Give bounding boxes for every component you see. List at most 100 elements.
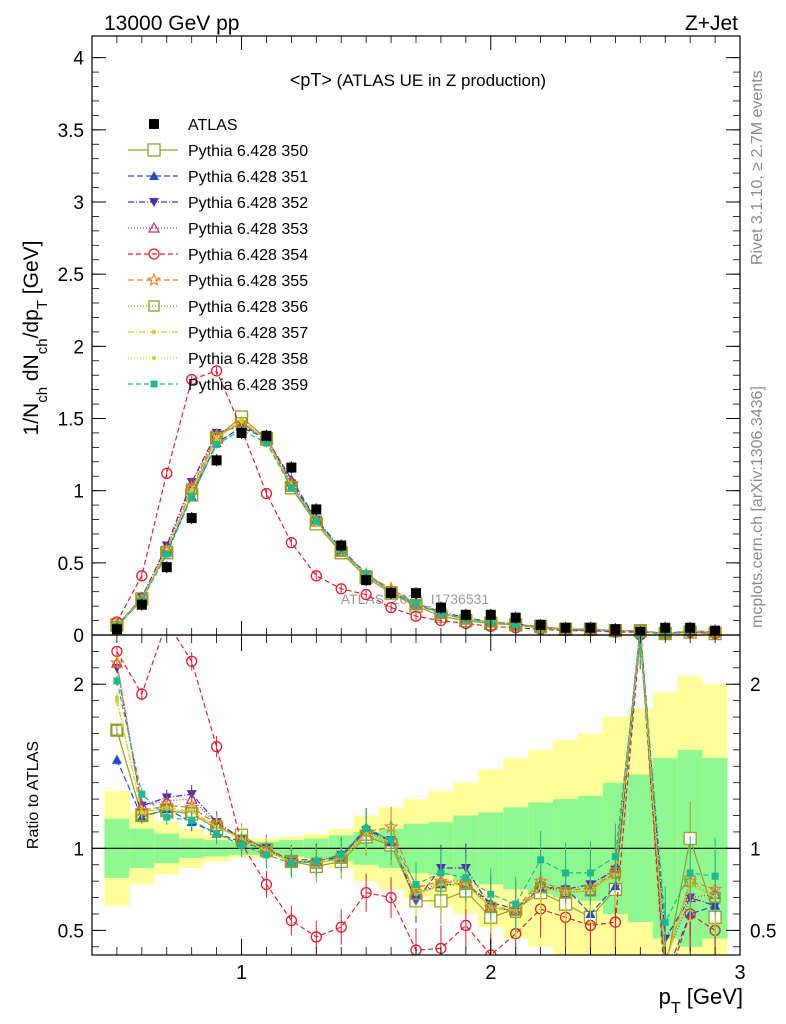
legend-label: Pythia 6.428 350 bbox=[188, 143, 308, 160]
ratio-point bbox=[262, 851, 270, 859]
y-tick-label: 0.5 bbox=[58, 921, 84, 942]
ratio-point bbox=[659, 965, 671, 977]
data-point bbox=[535, 619, 546, 630]
ratio-point bbox=[163, 813, 171, 821]
ratio-panel: 0.5 0.5 1 1 2 2 1 2 3 Ratio to ATLAS pT [GeV] bbox=[25, 617, 776, 1017]
data-point bbox=[312, 517, 320, 525]
legend: ATLAS Pythia 6.428 350 Pythia 6.428 351 Pyt… bbox=[128, 117, 308, 394]
ratio-point bbox=[661, 918, 669, 926]
legend-label: Pythia 6.428 352 bbox=[188, 195, 308, 212]
uncertainty-bands bbox=[92, 676, 740, 955]
ratio-point bbox=[437, 869, 445, 877]
data-point bbox=[210, 365, 223, 377]
y-tick-label: 2.5 bbox=[58, 265, 84, 286]
x-axis-label: pT [GeV] bbox=[659, 984, 743, 1017]
data-point bbox=[412, 599, 420, 607]
side-text-top: Rivet 3.1.10, ≥ 2.7M events bbox=[749, 70, 766, 265]
ratio-point bbox=[162, 617, 172, 627]
legend-marker bbox=[149, 198, 159, 207]
ratio-point bbox=[537, 856, 545, 864]
data-point bbox=[186, 373, 198, 386]
legend-label: Pythia 6.428 354 bbox=[188, 247, 308, 264]
ratio-point bbox=[213, 830, 221, 838]
data-point bbox=[285, 536, 298, 549]
data-point bbox=[262, 439, 270, 447]
legend-label: Pythia 6.428 351 bbox=[188, 169, 308, 186]
ratio-series-pythia-6-428-359 bbox=[113, 635, 719, 955]
data-point bbox=[585, 622, 596, 633]
legend-item: Pythia 6.428 358 bbox=[128, 351, 308, 368]
data-point bbox=[411, 588, 421, 599]
data-point bbox=[510, 612, 521, 623]
legend-marker bbox=[149, 171, 159, 180]
ratio-point bbox=[111, 724, 123, 736]
legend-marker bbox=[147, 221, 161, 233]
data-point bbox=[435, 602, 446, 613]
ratio-point bbox=[663, 961, 667, 965]
ratio-point bbox=[114, 695, 119, 700]
data-point bbox=[310, 515, 322, 527]
data-point bbox=[410, 610, 422, 622]
ratio-point bbox=[410, 944, 422, 955]
data-point bbox=[189, 488, 194, 493]
ratio-point bbox=[136, 688, 148, 700]
legend-marker bbox=[150, 380, 158, 388]
legend-item: Pythia 6.428 351 bbox=[128, 169, 308, 186]
data-point bbox=[136, 570, 148, 582]
ratio-point bbox=[385, 891, 397, 904]
ratio-point bbox=[287, 859, 295, 867]
data-point bbox=[287, 484, 295, 492]
ratio-y-axis-label: Ratio to ATLAS bbox=[25, 741, 42, 849]
data-point bbox=[660, 622, 671, 633]
y-tick-label-right: 1 bbox=[750, 839, 761, 860]
ratio-point bbox=[238, 841, 246, 849]
legend-item: ATLAS bbox=[149, 117, 238, 134]
data-point bbox=[460, 609, 471, 620]
legend-label: Pythia 6.428 353 bbox=[188, 221, 308, 238]
ratio-point bbox=[387, 836, 395, 844]
data-point bbox=[236, 427, 247, 438]
data-point bbox=[685, 622, 696, 633]
ratio-point bbox=[412, 880, 420, 888]
y-tick-label: 1.5 bbox=[58, 409, 84, 430]
ratio-point bbox=[660, 971, 670, 980]
y-tick-label: 3 bbox=[73, 193, 84, 214]
ratio-point bbox=[663, 961, 667, 965]
legend-label: Pythia 6.428 356 bbox=[188, 299, 308, 316]
x-tick-label: 3 bbox=[734, 962, 745, 984]
legend-item: Pythia 6.428 350 bbox=[128, 143, 308, 160]
ratio-point bbox=[109, 655, 125, 670]
header-right-label: Z+Jet bbox=[685, 12, 738, 35]
ratio-point bbox=[260, 878, 273, 891]
ratio-point bbox=[512, 900, 520, 908]
main-title: <pT> (ATLAS UE in Z production) bbox=[290, 70, 546, 90]
ratio-point bbox=[285, 914, 298, 927]
data-point bbox=[311, 504, 322, 515]
data-point bbox=[161, 562, 172, 573]
data-point bbox=[213, 440, 221, 448]
legend-item: Pythia 6.428 355 bbox=[128, 272, 308, 290]
legend-item: Pythia 6.428 359 bbox=[128, 377, 308, 394]
data-point bbox=[335, 583, 347, 595]
data-point bbox=[186, 513, 197, 524]
legend-label: Pythia 6.428 359 bbox=[188, 377, 308, 394]
data-point bbox=[385, 601, 397, 614]
legend-item: Pythia 6.428 354 bbox=[128, 247, 308, 264]
legend-label: Pythia 6.428 357 bbox=[188, 325, 308, 342]
y-tick-label-right: 0.5 bbox=[750, 921, 776, 942]
header-left-label: 13000 GeV pp bbox=[104, 12, 239, 35]
x-tick-label: 2 bbox=[485, 962, 496, 984]
ratio-point bbox=[337, 851, 345, 859]
y-tick-label: 1 bbox=[73, 839, 84, 860]
data-point bbox=[360, 588, 372, 601]
y-tick-label: 2 bbox=[73, 337, 84, 358]
ratio-point bbox=[138, 790, 146, 798]
ratio-point bbox=[210, 740, 223, 753]
data-point bbox=[386, 588, 397, 599]
ratio-point bbox=[686, 869, 694, 877]
data-point bbox=[136, 599, 147, 610]
data-point bbox=[336, 540, 347, 551]
main-axes: 0 0.5 1 1.5 2 2.5 3 3.5 4 bbox=[58, 35, 741, 647]
side-text-bottom: mcplots.cern.ch [arXiv:1306.3436] bbox=[749, 386, 766, 628]
